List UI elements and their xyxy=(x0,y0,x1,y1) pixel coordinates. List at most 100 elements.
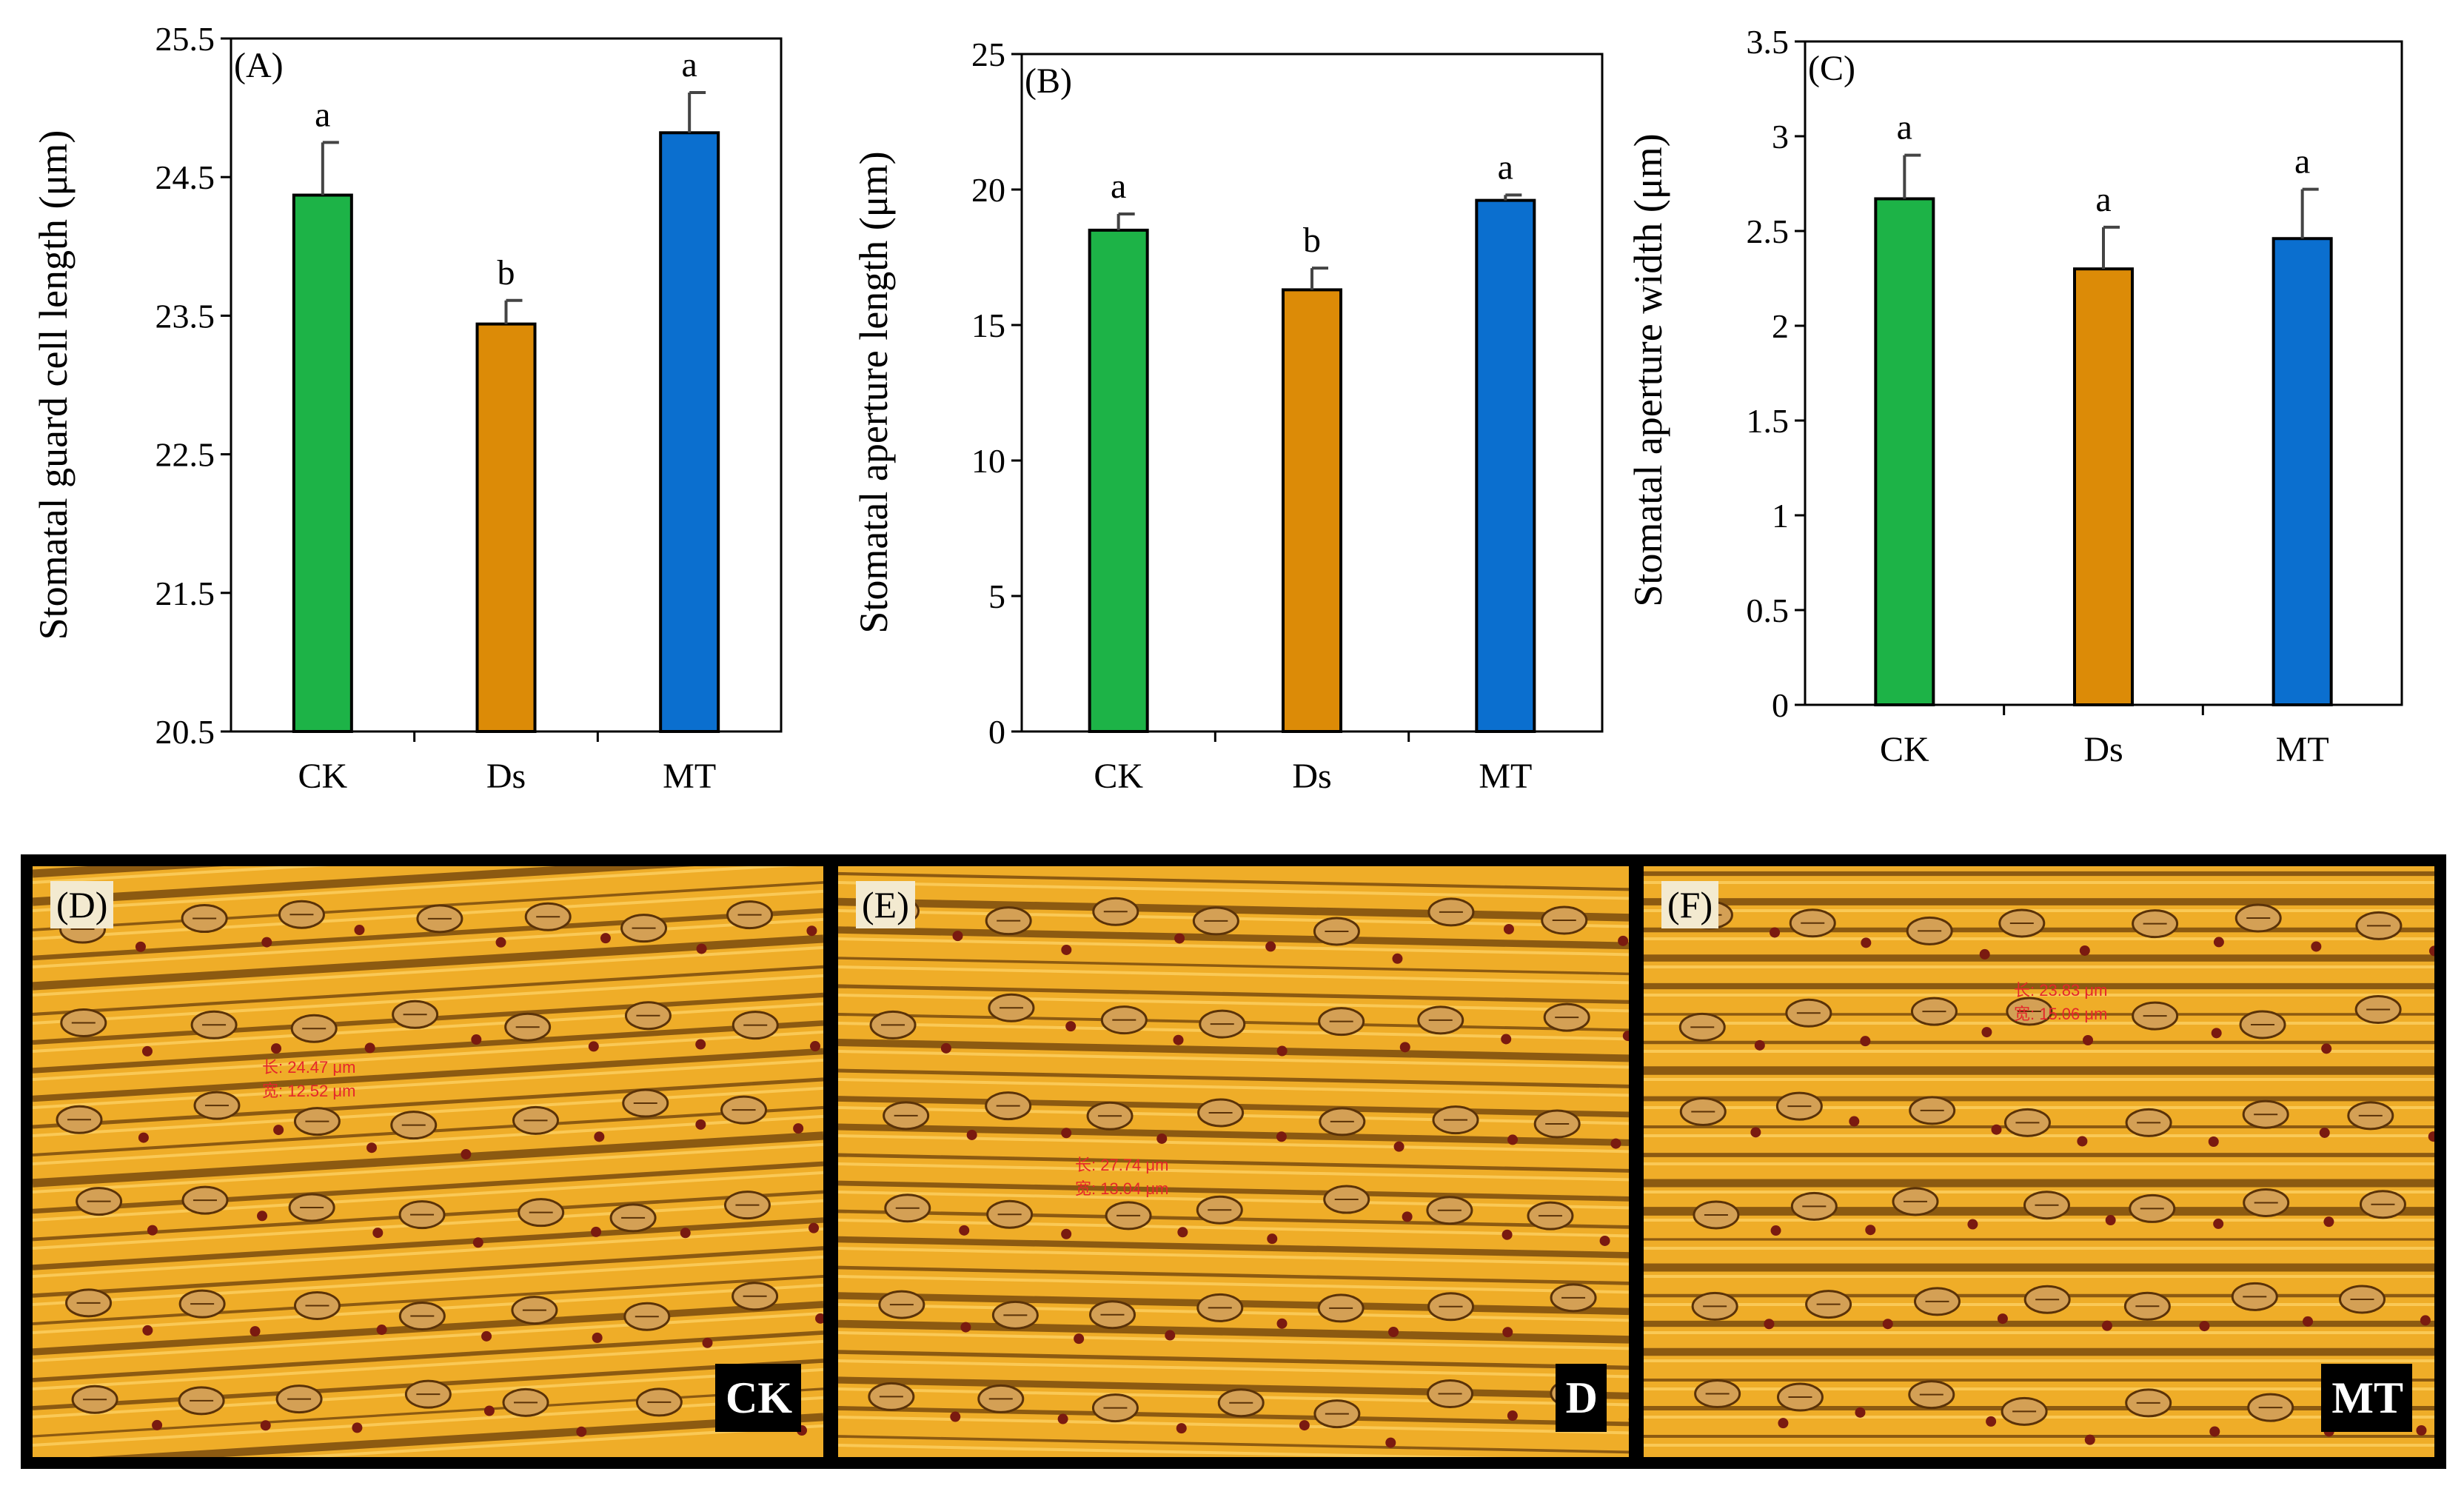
chart-b: 0 5 10 15 20 25 a CK b Ds a MT (B) Stomatal aperture … xyxy=(800,0,1614,814)
cell-dot xyxy=(1861,937,1872,948)
cell-dot xyxy=(1618,935,1629,946)
cell-dot xyxy=(702,1337,713,1348)
cell-wall-stripe xyxy=(838,1039,1629,1062)
cell-dot xyxy=(1061,944,1072,955)
bar-ds xyxy=(475,322,537,733)
micrograph-f-label: (F) xyxy=(1661,881,1719,928)
y-tick-label: 3 xyxy=(1772,118,1789,155)
micrograph-f-svg xyxy=(1644,866,2434,1457)
cell-dot xyxy=(1393,1141,1405,1152)
cell-dot xyxy=(594,1131,605,1142)
cell-dot xyxy=(1276,1131,1287,1142)
cell-wall-stripe xyxy=(33,866,695,906)
cell-dot xyxy=(1750,1127,1761,1138)
bar-mt xyxy=(1475,198,1536,733)
cell-dot xyxy=(2105,1215,2116,1226)
panel-label: (C) xyxy=(1808,49,1855,88)
cell-highlight-stripe xyxy=(33,1142,823,1193)
cell-dot xyxy=(1778,1418,1789,1429)
cell-dot xyxy=(142,1325,153,1336)
cell-dot xyxy=(1754,1039,1765,1051)
micrograph-e-measure-1: 长: 27.74 μm xyxy=(1075,1156,1169,1174)
cell-highlight-stripe xyxy=(33,945,823,997)
chart-b-svg: 0 5 10 15 20 25 a CK b Ds a MT (B) Stomatal aperture … xyxy=(851,36,1604,796)
cell-dot xyxy=(1174,933,1185,944)
cell-dot xyxy=(2321,1043,2332,1054)
y-axis-label: Stomatal aperture length (μm) xyxy=(851,151,896,633)
category-label: CK xyxy=(1880,730,1929,769)
cell-dot xyxy=(1599,1235,1610,1246)
y-tick-label: 5 xyxy=(988,577,1005,615)
cell-dot xyxy=(2209,1426,2220,1437)
cell-highlight-stripe xyxy=(33,974,823,1025)
cell-highlight-stripe xyxy=(838,1359,1629,1379)
cell-dot xyxy=(2428,1131,2434,1142)
cell-highlight-stripe xyxy=(838,1219,1629,1238)
y-tick-label: 10 xyxy=(971,442,1005,480)
cell-wall-stripe xyxy=(838,926,1629,950)
micrograph-e: (E) 长: 27.74 μm 宽: 13.04 μm D xyxy=(826,854,1641,1469)
y-tick-label: 0 xyxy=(988,713,1005,751)
cell-dot xyxy=(1176,1423,1187,1434)
cell-wall-stripe xyxy=(33,1077,823,1129)
cell-dot xyxy=(1299,1420,1310,1431)
cell-dot xyxy=(1502,1327,1513,1338)
cell-dot xyxy=(680,1228,691,1239)
cell-dot xyxy=(940,1042,951,1054)
cell-wall-stripe xyxy=(838,1180,1629,1202)
micrograph-d-measure-2: 宽: 12.52 μm xyxy=(262,1082,356,1100)
micrograph-e-tag: D xyxy=(1555,1364,1607,1432)
cell-dot xyxy=(1981,1027,1992,1038)
cell-dot xyxy=(1267,1233,1278,1245)
cell-dot xyxy=(483,1405,495,1416)
cell-dot xyxy=(576,1426,587,1437)
cell-dot xyxy=(1388,1326,1399,1337)
chart-a-svg: 20.5 21.5 22.5 23.5 24.5 25.5 a CK b Ds a MT (A) Stom… xyxy=(31,20,783,796)
cell-wall-stripe xyxy=(33,1020,823,1074)
cell-dot xyxy=(372,1228,384,1239)
cell-dot xyxy=(696,943,707,954)
cell-dot xyxy=(152,1419,163,1430)
y-tick-label: 0.5 xyxy=(1747,592,1790,629)
y-tick-label: 2.5 xyxy=(1747,212,1790,250)
significance-letter: b xyxy=(498,253,515,292)
cell-wall-stripe xyxy=(88,1413,823,1457)
y-axis-label: Stomatal guard cell length (μm) xyxy=(31,130,76,640)
cell-dot xyxy=(1276,1045,1288,1057)
micrograph-f-measure-1: 长: 23.83 μm xyxy=(2014,981,2108,1000)
cell-dot xyxy=(695,1119,706,1130)
micrograph-f-tag: MT xyxy=(2321,1364,2412,1432)
cell-dot xyxy=(1610,1138,1621,1149)
cell-dot xyxy=(592,1332,603,1343)
cell-highlight-stripe xyxy=(838,1050,1629,1069)
cell-dot xyxy=(1507,1410,1518,1422)
cell-dot xyxy=(1165,1330,1176,1341)
micrograph-f-measure-2: 宽: 15.06 μm xyxy=(2014,1005,2108,1023)
cell-dot xyxy=(2079,945,2090,956)
cell-dot xyxy=(2077,1136,2088,1147)
cell-dot xyxy=(147,1225,158,1236)
y-tick-label: 1 xyxy=(1772,497,1789,535)
bar-ds xyxy=(1282,288,1342,734)
cell-highlight-stripe xyxy=(838,1275,1629,1294)
cell-wall-stripe xyxy=(33,934,823,991)
cell-dot xyxy=(1622,1031,1629,1042)
cell-wall-stripe xyxy=(33,1048,823,1102)
cell-wall-stripe xyxy=(33,1330,823,1382)
cell-dot xyxy=(1997,1313,2008,1325)
cell-wall-stripe xyxy=(838,871,1629,891)
cell-dot xyxy=(695,1039,706,1050)
significance-letter: a xyxy=(2095,180,2111,219)
cell-dot xyxy=(352,1422,363,1433)
micrograph-background xyxy=(1644,866,2434,1457)
cell-highlight-stripe xyxy=(838,1444,1505,1457)
panel-label: (B) xyxy=(1025,61,1072,101)
significance-letter: a xyxy=(2294,142,2310,181)
micrograph-d-tag: CK xyxy=(715,1364,801,1432)
cell-wall-stripe xyxy=(838,1350,1629,1370)
y-tick-label: 1.5 xyxy=(1747,402,1790,440)
cell-highlight-stripe xyxy=(33,1171,823,1222)
cell-wall-stripe xyxy=(33,1131,823,1188)
cell-highlight-stripe xyxy=(33,1058,823,1109)
cell-dot xyxy=(1770,927,1781,938)
